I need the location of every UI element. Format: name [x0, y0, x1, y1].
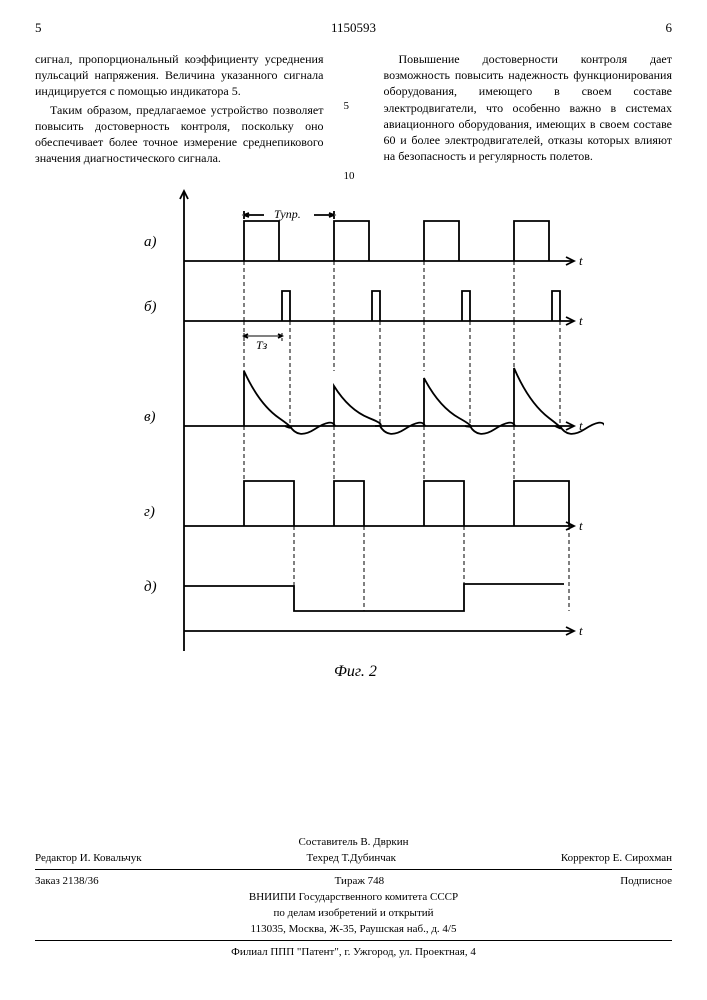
footer-branch: Филиал ППП "Патент", г. Ужгород, ул. Про… — [35, 944, 672, 960]
svg-text:t: t — [579, 518, 583, 533]
svg-text:Тупр.: Тупр. — [274, 207, 301, 221]
svg-text:д): д) — [144, 579, 157, 595]
doc-number: 1150593 — [331, 20, 376, 35]
svg-text:а): а) — [144, 234, 157, 250]
footer-techred: Техред Т.Дубинчак — [307, 852, 396, 864]
text-columns: сигнал, пропорциональный коэффициенту ус… — [35, 51, 672, 166]
footer-address1: 113035, Москва, Ж-35, Раушская наб., д. … — [35, 921, 672, 937]
footer-subscription: Подписное — [620, 875, 672, 887]
line-numbers: 5 10 — [344, 51, 364, 166]
footer-editor: Редактор И. Ковальчук — [35, 852, 142, 864]
col1-para1: сигнал, пропорциональный коэффициенту ус… — [35, 51, 324, 100]
svg-text:в): в) — [144, 409, 156, 425]
page-left: 5 — [35, 20, 42, 36]
svg-text:t: t — [579, 623, 583, 638]
col1-para2: Таким образом, предлагаемое устройство п… — [35, 102, 324, 167]
footer-org1: ВНИИПИ Государственного комитета СССР — [35, 889, 672, 905]
footer-tirage: Тираж 748 — [335, 875, 385, 887]
line-num-5: 5 — [344, 99, 350, 114]
column-left: сигнал, пропорциональный коэффициенту ус… — [35, 51, 324, 166]
page-footer: Составитель В. Двркин Редактор И. Коваль… — [35, 834, 672, 960]
diagram-container: а)tТупр.б)tТзв)tг)tд)tФиг. 2 — [35, 186, 672, 686]
line-num-10: 10 — [344, 169, 355, 184]
svg-text:Фиг. 2: Фиг. 2 — [334, 663, 377, 680]
svg-text:г): г) — [144, 504, 155, 520]
page-right: 6 — [666, 20, 673, 36]
footer-compiler: Составитель В. Двркин — [35, 834, 672, 850]
footer-order: Заказ 2138/36 — [35, 875, 99, 887]
column-right: Повышение достоверности контроля дает во… — [384, 51, 673, 166]
footer-org2: по делам изобретений и открытий — [35, 905, 672, 921]
col2-para1: Повышение достоверности контроля дает во… — [384, 51, 673, 164]
footer-corrector: Корректор Е. Сирохман — [561, 852, 672, 864]
svg-text:Тз: Тз — [256, 338, 268, 352]
svg-text:б): б) — [144, 299, 157, 315]
svg-text:t: t — [579, 253, 583, 268]
svg-text:t: t — [579, 313, 583, 328]
timing-diagram: а)tТупр.б)tТзв)tг)tд)tФиг. 2 — [104, 186, 604, 686]
